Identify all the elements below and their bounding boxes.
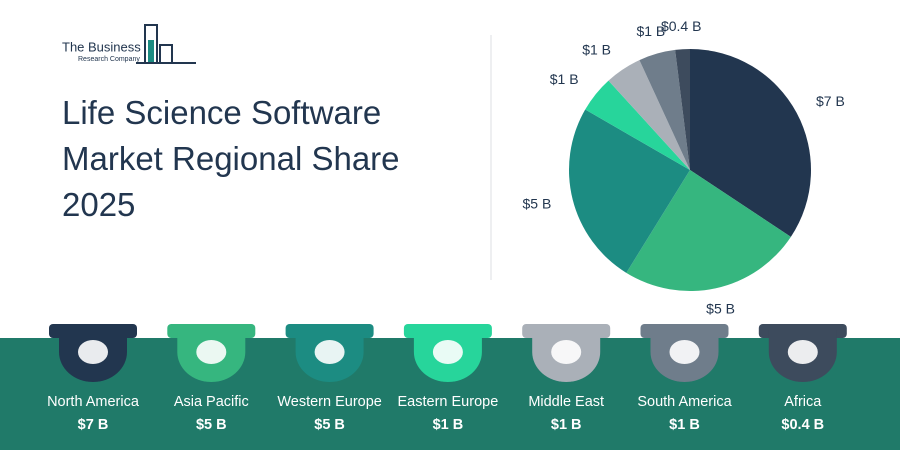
pie-label: $1 B [636, 23, 665, 39]
region-value: $5 B [196, 417, 227, 433]
region-map [314, 340, 345, 364]
pie-label: $7 B [816, 93, 845, 109]
region-map [78, 340, 108, 364]
pie-slice [675, 49, 690, 170]
region-value: $1 B [551, 417, 582, 433]
region-name: Asia Pacific [174, 394, 249, 410]
region-map [787, 340, 818, 364]
logo-icon [136, 24, 196, 64]
pie-label: $5 B [523, 196, 552, 212]
pie-slice [608, 60, 690, 171]
region-value: $0.4 B [781, 417, 824, 433]
pie-slice [690, 49, 811, 237]
region-map [551, 340, 582, 364]
region-map [196, 340, 227, 364]
region-name: Western Europe [277, 394, 382, 410]
region-name: Middle East [528, 394, 604, 410]
region-value: $1 B [669, 417, 700, 433]
logo-subtext: Research Company [78, 56, 140, 63]
pie-slice [585, 80, 690, 170]
pie-slice [569, 109, 690, 273]
chart-title: Life Science Software Market Regional Sh… [62, 94, 400, 223]
region-name: North America [47, 394, 140, 410]
pie-label: $1 B [550, 71, 579, 87]
pie-slice [626, 170, 791, 292]
region-value: $5 B [314, 417, 345, 433]
logo-text: The Business [62, 39, 141, 54]
region-name: Eastern Europe [398, 394, 499, 410]
pie-label: $0.4 B [661, 18, 701, 34]
region-name: South America [637, 394, 732, 410]
pie-slice [639, 49, 690, 171]
region-value: $1 B [433, 417, 464, 433]
pie-label: $1 B [582, 41, 611, 57]
region-map [669, 340, 700, 364]
region-map [432, 340, 463, 364]
region-name: Africa [784, 394, 822, 410]
pie-label: $5 B [706, 300, 735, 316]
region-value: $7 B [78, 417, 109, 433]
logo-bar [148, 40, 154, 62]
